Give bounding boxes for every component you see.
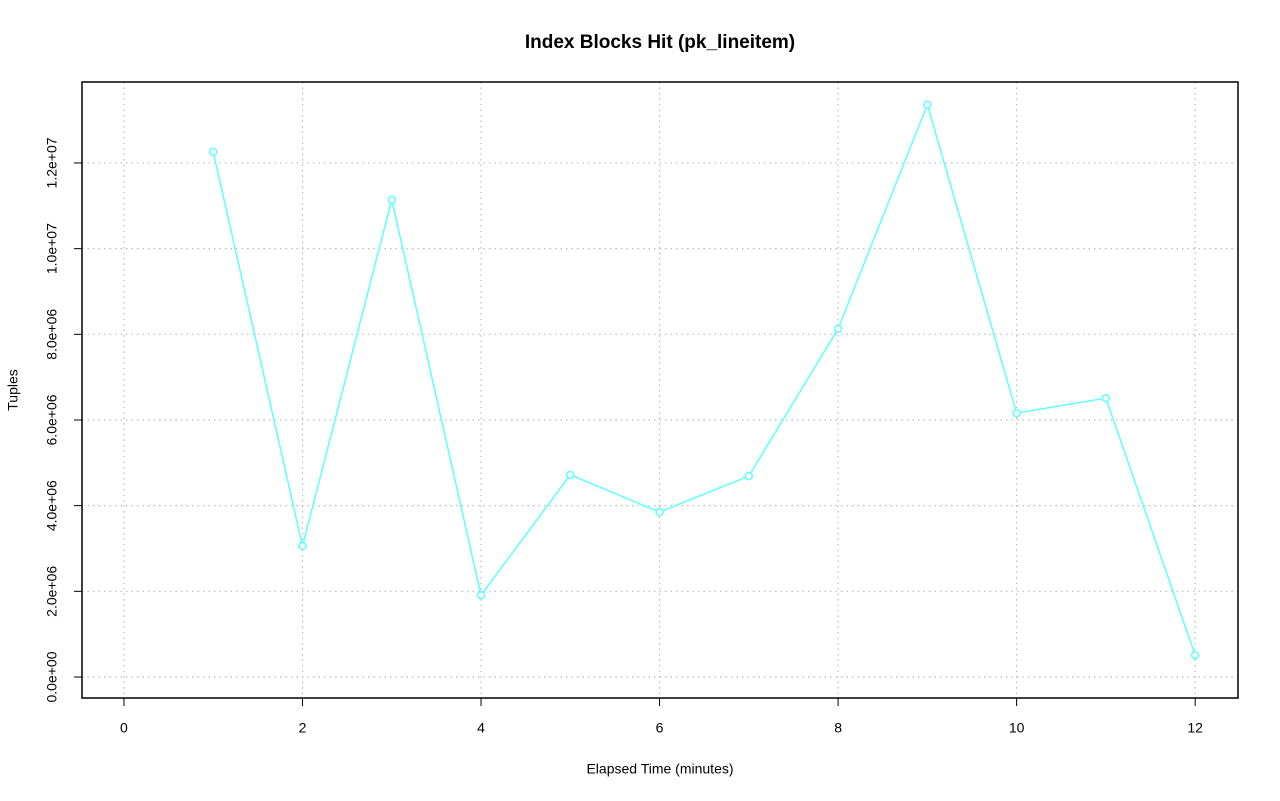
data-point: [1012, 408, 1021, 418]
y-tick-label: 8.0e+06: [44, 309, 60, 360]
x-tick-label: 12: [1187, 720, 1203, 736]
plot-marks: [208, 100, 1200, 660]
chart-title: Index Blocks Hit (pk_lineitem): [525, 32, 795, 53]
y-tick-label: 2.0e+06: [44, 566, 60, 617]
y-tick-label: 4.0e+06: [44, 480, 60, 531]
x-tick-label: 6: [656, 720, 664, 736]
y-tick-label: 6.0e+06: [44, 394, 60, 445]
data-point: [208, 147, 218, 157]
data-point: [744, 471, 754, 481]
data-point: [565, 470, 575, 480]
data-point: [387, 195, 397, 205]
data-point: [833, 324, 843, 334]
x-tick-label: 2: [299, 720, 307, 736]
data-point: [298, 541, 307, 551]
data-point: [476, 590, 486, 600]
data-point: [1101, 393, 1111, 403]
data-point: [1190, 650, 1200, 660]
x-tick-label: 10: [1009, 720, 1025, 736]
x-tick-label: 0: [120, 720, 128, 736]
data-point: [923, 100, 932, 110]
data-point: [655, 507, 664, 517]
grid: [82, 82, 1238, 698]
x-axis-label: Elapsed Time (minutes): [586, 761, 733, 777]
x-tick-label: 8: [834, 720, 842, 736]
series-line: [212, 102, 1196, 656]
y-axis-label: Tuples: [5, 369, 21, 411]
y-tick-label: 1.0e+07: [44, 223, 60, 274]
y-tick-label: 1.2e+07: [44, 137, 60, 188]
y-tick-label: 0.0e+00: [44, 651, 60, 702]
x-tick-label: 4: [477, 720, 485, 736]
